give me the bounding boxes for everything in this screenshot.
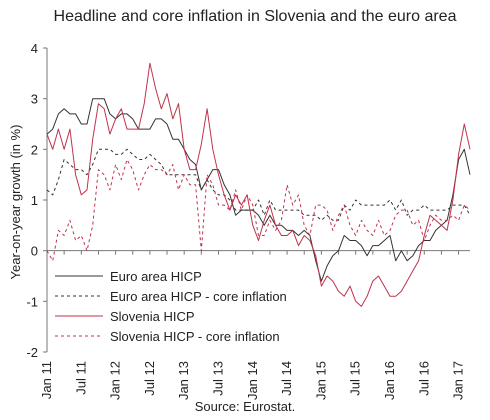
legend-label: Euro area HICP: [110, 269, 202, 284]
x-tick-label: Jan 16: [382, 361, 397, 400]
x-tick-label: Jul 14: [279, 361, 294, 396]
legend-label: Euro area HICP - core inflation: [110, 289, 287, 304]
y-tick-label: -1: [26, 294, 38, 309]
series-line-2: [46, 62, 471, 307]
y-tick-label: 4: [31, 41, 38, 56]
chart-legend: Euro area HICP Euro area HICP - core infl…: [55, 269, 287, 344]
x-tick-label: Jan 11: [39, 361, 54, 399]
series-line-0: [46, 98, 471, 282]
x-tick-label: Jul 15: [348, 361, 363, 396]
x-tick-label: Jan 12: [108, 361, 123, 400]
x-tick-label: Jul 11: [73, 361, 88, 395]
y-tick-label: 2: [31, 142, 38, 157]
source-note: Source: Eurostat.: [194, 399, 296, 414]
y-axis-label: Year-on-year growth (in %): [8, 125, 23, 280]
y-tick-label: -2: [26, 345, 38, 360]
y-tick-label: 3: [31, 92, 38, 107]
x-tick-label: Jan 14: [245, 361, 260, 400]
x-tick-label: Jul 13: [210, 361, 225, 396]
y-tick-label: 1: [31, 193, 38, 208]
series-line-1: [46, 148, 471, 221]
x-tick-label: Jul 16: [416, 361, 431, 396]
legend-label: Slovenia HICP - core inflation: [110, 329, 280, 344]
y-tick-label: 0: [31, 244, 38, 259]
chart-title: Headline and core inflation in Slovenia …: [53, 8, 457, 25]
series-layer: [46, 62, 471, 307]
x-tick-label: Jan 17: [451, 361, 466, 400]
legend-label: Slovenia HICP: [110, 309, 195, 324]
x-tick-label: Jan 13: [176, 361, 191, 400]
series-line-3: [46, 159, 471, 262]
axes-layer: -2 -1 0 1 2 3 4 Jan 11 Jul 11 Jan 12 Jul 12 Jan 13 J…: [26, 41, 470, 400]
x-tick-label: Jul 12: [142, 361, 157, 396]
x-tick-label: Jan 15: [313, 361, 328, 400]
